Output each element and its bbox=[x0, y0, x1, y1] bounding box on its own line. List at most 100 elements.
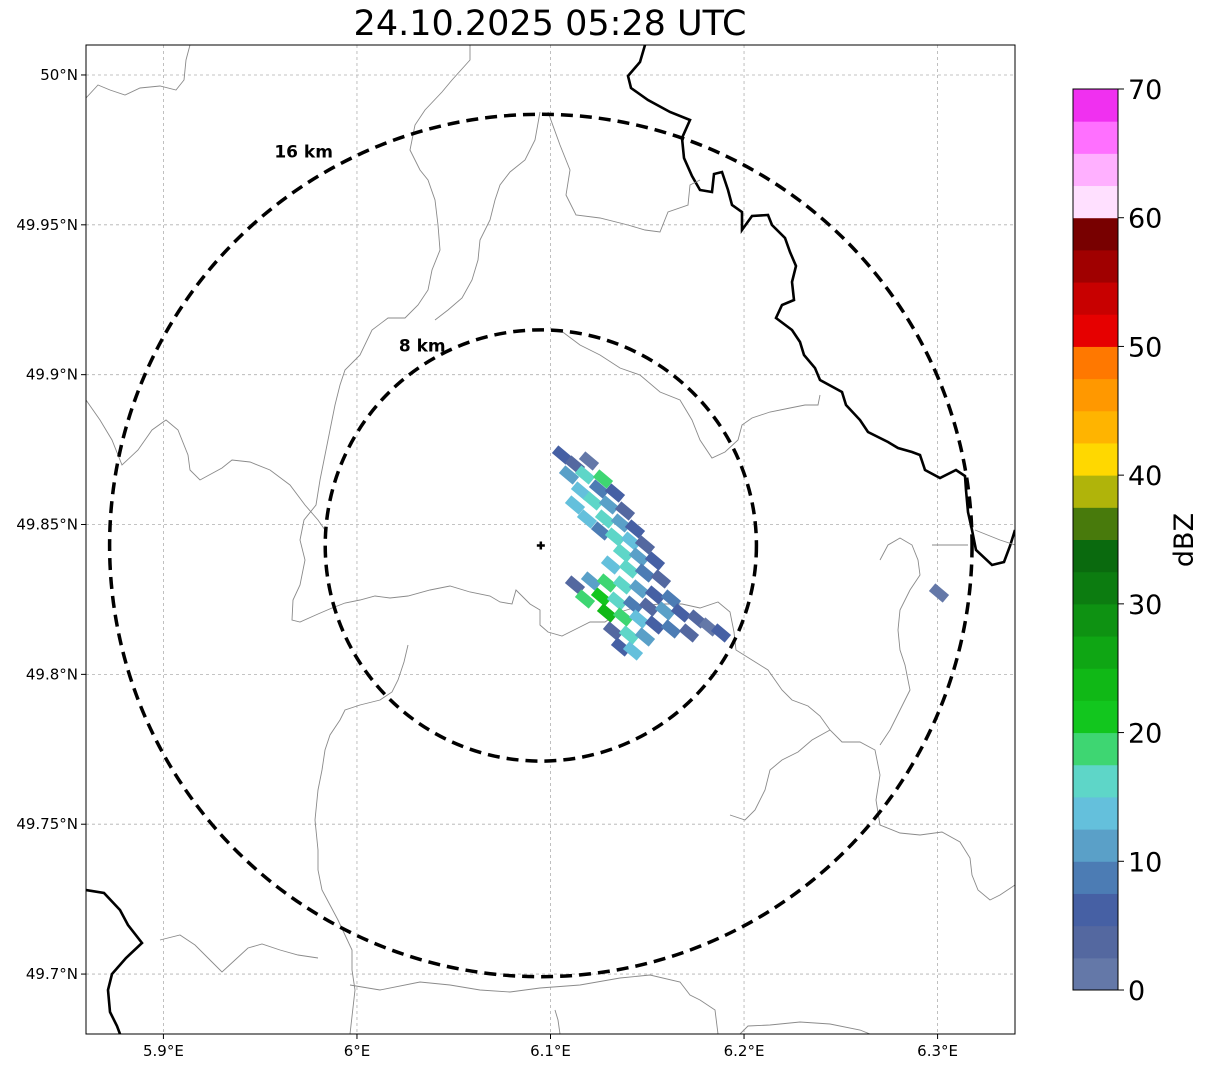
echo-cell bbox=[580, 571, 602, 591]
echo-cell bbox=[614, 501, 636, 521]
echo-cell bbox=[606, 591, 628, 611]
range-ring-16km bbox=[107, 112, 974, 979]
x-tick-label: 6.2°E bbox=[724, 1042, 765, 1060]
colorbar-tick-label: 50 bbox=[1128, 332, 1162, 363]
colorbar-tick-label: 30 bbox=[1128, 590, 1162, 621]
echo-cell bbox=[634, 535, 656, 555]
gridlines bbox=[86, 45, 1015, 1034]
colorbar-segment bbox=[1073, 893, 1118, 927]
echo-cell bbox=[551, 445, 573, 465]
echo-cell bbox=[628, 547, 650, 567]
echo-cell bbox=[588, 479, 610, 499]
colorbar-segment bbox=[1073, 314, 1118, 347]
colorbar-tick-label: 0 bbox=[1128, 976, 1145, 1007]
x-tick-label: 6°E bbox=[344, 1042, 371, 1060]
axis-ticks: 5.9°E 6°E 6.1°E 6.2°E 6.3°E 50°N 49.95°N 49.9°N… bbox=[16, 66, 958, 1060]
geographic-borders bbox=[86, 45, 1015, 1034]
colorbar-segment bbox=[1073, 636, 1118, 669]
echo-cell bbox=[612, 575, 634, 595]
echo-cell bbox=[600, 555, 622, 575]
y-tick-label: 50°N bbox=[40, 66, 78, 84]
echo-cell bbox=[634, 627, 656, 647]
echo-cell bbox=[660, 619, 682, 639]
country-border-east bbox=[626, 45, 1015, 567]
echo-cell bbox=[576, 509, 598, 529]
echo-cell bbox=[618, 625, 640, 645]
colorbar-tick-label: 60 bbox=[1128, 204, 1162, 235]
y-tick-label: 49.8°N bbox=[26, 665, 78, 683]
echo-cell bbox=[670, 603, 692, 623]
echo-cell bbox=[574, 589, 596, 609]
colorbar-segment bbox=[1073, 249, 1118, 283]
echo-cell bbox=[564, 495, 586, 515]
echo-cell bbox=[610, 637, 632, 657]
echo-cell bbox=[596, 603, 618, 623]
colorbar-tick-label: 70 bbox=[1128, 75, 1162, 106]
echo-cell bbox=[612, 607, 634, 627]
colorbar-segment bbox=[1073, 829, 1118, 862]
colorbar-segment bbox=[1073, 861, 1118, 894]
colorbar-segment bbox=[1073, 121, 1118, 154]
colorbar-segment bbox=[1073, 700, 1118, 734]
range-ring-8km bbox=[323, 328, 759, 763]
colorbar-segment bbox=[1073, 346, 1118, 380]
echo-cell bbox=[598, 495, 620, 515]
y-tick-label: 49.7°N bbox=[26, 965, 78, 983]
colorbar-segment bbox=[1073, 410, 1118, 444]
colorbar-segment bbox=[1073, 378, 1118, 412]
echo-cell bbox=[596, 573, 618, 593]
echo-cell bbox=[644, 585, 666, 605]
colorbar-segment bbox=[1073, 217, 1118, 251]
colorbar-tick-label: 40 bbox=[1128, 461, 1162, 492]
echo-cell bbox=[628, 609, 650, 629]
map-title: 24.10.2025 05:28 UTC bbox=[353, 4, 747, 44]
colorbar-segment bbox=[1073, 603, 1118, 637]
echo-cell bbox=[678, 623, 700, 643]
colorbar-frame bbox=[1072, 88, 1119, 991]
y-tick-label: 49.85°N bbox=[16, 516, 78, 534]
range-ring-label: 8 km bbox=[399, 336, 446, 356]
range-ring-label: 16 km bbox=[274, 142, 333, 162]
radar-echoes bbox=[551, 445, 950, 661]
colorbar-tick-label: 10 bbox=[1128, 847, 1162, 878]
colorbar-segment bbox=[1073, 507, 1118, 540]
echo-cell bbox=[592, 469, 614, 489]
echo-cell bbox=[622, 595, 644, 615]
echo-cell bbox=[654, 601, 676, 621]
colorbar-segment bbox=[1073, 475, 1118, 508]
echo-cell bbox=[620, 531, 642, 551]
colorbar: 0 10 20 30 40 50 60 70 dBZ bbox=[1072, 75, 1200, 1007]
echo-cell bbox=[604, 483, 626, 503]
colorbar-segment bbox=[1073, 925, 1118, 959]
x-tick-label: 6.3°E bbox=[917, 1042, 958, 1060]
echo-cell bbox=[638, 597, 660, 617]
echo-cell bbox=[564, 575, 586, 595]
colorbar-segment bbox=[1073, 539, 1118, 573]
echo-cell bbox=[624, 519, 646, 539]
echo-cell bbox=[622, 641, 644, 661]
colorbar-segment bbox=[1073, 282, 1118, 315]
radar-site-marker bbox=[536, 541, 545, 550]
echo-cell bbox=[602, 621, 624, 641]
colorbar-segment bbox=[1073, 153, 1118, 187]
colorbar-segment bbox=[1073, 732, 1118, 766]
echo-cell bbox=[928, 583, 950, 603]
colorbar-segment bbox=[1073, 668, 1118, 701]
colorbar-segment bbox=[1073, 571, 1118, 605]
colorbar-segment bbox=[1073, 957, 1118, 991]
echo-cell bbox=[628, 579, 650, 599]
y-tick-label: 49.9°N bbox=[26, 366, 78, 384]
echo-cell bbox=[660, 589, 682, 609]
echo-cell bbox=[710, 623, 732, 643]
echo-cell bbox=[574, 465, 596, 485]
echo-cell bbox=[644, 615, 666, 635]
colorbar-tick-label: 20 bbox=[1128, 719, 1162, 750]
colorbar-segment bbox=[1073, 89, 1118, 122]
echo-cell bbox=[644, 551, 666, 571]
colorbar-label: dBZ bbox=[1169, 513, 1200, 567]
colorbar-segment bbox=[1073, 764, 1118, 798]
echo-cell bbox=[618, 559, 640, 579]
echo-cell bbox=[558, 465, 580, 485]
echo-cell bbox=[578, 451, 600, 471]
